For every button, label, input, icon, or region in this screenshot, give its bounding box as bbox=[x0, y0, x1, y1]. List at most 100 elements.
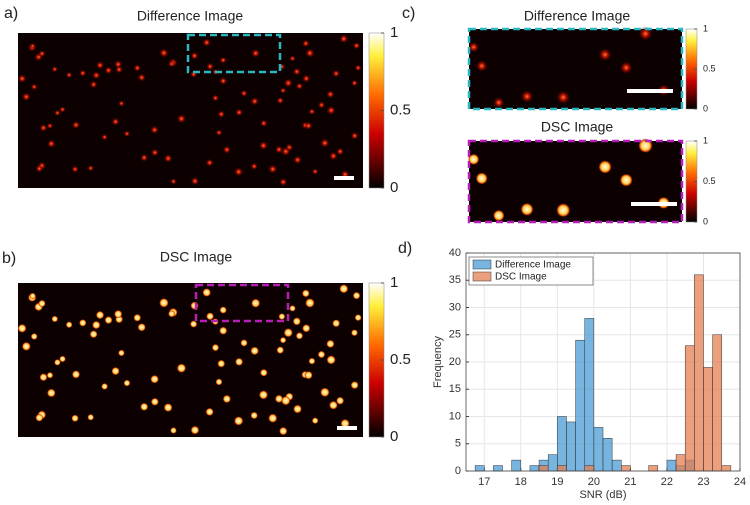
spot bbox=[317, 350, 326, 359]
spot bbox=[250, 411, 258, 420]
histogram-bar bbox=[584, 318, 595, 472]
spot bbox=[268, 413, 278, 423]
spot bbox=[205, 158, 214, 167]
spot bbox=[215, 129, 223, 137]
y-tick-label: 30 bbox=[449, 301, 461, 313]
spot bbox=[29, 42, 36, 50]
histogram-bar bbox=[602, 438, 613, 472]
spot bbox=[240, 89, 248, 97]
spot bbox=[71, 165, 79, 173]
spot bbox=[350, 131, 359, 140]
histogram-bar bbox=[611, 459, 622, 472]
panel-title: DSC Image bbox=[160, 249, 233, 265]
spot bbox=[59, 355, 66, 363]
spot bbox=[217, 110, 226, 119]
zoom-box bbox=[194, 283, 290, 323]
spot bbox=[556, 90, 571, 105]
spot bbox=[104, 316, 113, 325]
spot bbox=[274, 394, 284, 403]
spot bbox=[492, 96, 505, 109]
legend-label: Difference Image bbox=[495, 260, 571, 271]
spot bbox=[202, 38, 212, 47]
spot bbox=[190, 425, 200, 435]
image bbox=[18, 33, 363, 188]
x-tick-label: 22 bbox=[661, 476, 673, 488]
spot bbox=[340, 418, 350, 429]
image bbox=[469, 29, 682, 109]
spot bbox=[176, 363, 187, 373]
spot bbox=[159, 298, 169, 308]
panel-label: b) bbox=[2, 250, 16, 267]
y-tick-label: 5 bbox=[455, 438, 461, 450]
spot bbox=[259, 368, 268, 377]
spot bbox=[46, 139, 56, 149]
spot bbox=[251, 48, 261, 58]
spot bbox=[215, 378, 223, 386]
spot bbox=[95, 61, 105, 70]
y-tick-label: 10 bbox=[449, 410, 461, 422]
histogram-bar bbox=[584, 465, 595, 472]
spot bbox=[308, 357, 316, 365]
spot bbox=[21, 341, 31, 351]
spot bbox=[293, 155, 302, 165]
colorbar-tick-label: 1 bbox=[390, 24, 398, 41]
spot bbox=[279, 87, 287, 94]
spot bbox=[39, 123, 48, 132]
y-tick-label: 15 bbox=[449, 383, 461, 395]
spot bbox=[219, 56, 227, 64]
spot bbox=[222, 394, 231, 404]
spot bbox=[38, 299, 46, 308]
spot bbox=[258, 141, 269, 151]
spot bbox=[190, 176, 200, 186]
spot bbox=[295, 332, 304, 340]
legend-label: DSC Image bbox=[495, 272, 547, 283]
spot bbox=[101, 133, 108, 141]
spot bbox=[39, 373, 48, 382]
spot bbox=[279, 177, 288, 187]
spot bbox=[339, 284, 349, 294]
histogram-bar bbox=[621, 465, 631, 472]
spot bbox=[133, 64, 142, 72]
spot bbox=[190, 51, 199, 60]
spot bbox=[30, 83, 38, 91]
spot bbox=[339, 34, 349, 44]
spot bbox=[170, 427, 177, 434]
spot bbox=[598, 160, 612, 174]
spot bbox=[114, 60, 123, 69]
spot bbox=[206, 312, 215, 321]
spot bbox=[89, 330, 98, 339]
spot bbox=[352, 291, 361, 300]
spot bbox=[71, 370, 81, 379]
spot bbox=[137, 73, 146, 82]
spot bbox=[350, 381, 359, 390]
spot bbox=[292, 317, 301, 326]
spot bbox=[17, 323, 27, 333]
spot bbox=[21, 92, 31, 102]
spot bbox=[233, 167, 244, 177]
spot bbox=[140, 402, 149, 411]
spot bbox=[46, 388, 56, 398]
spot bbox=[354, 64, 362, 72]
colorbar-tick-label: 1 bbox=[390, 274, 398, 291]
colorbar-tick-label: 0.5 bbox=[703, 63, 716, 73]
colorbar-tick-label: 0.5 bbox=[703, 176, 716, 186]
histogram-bar bbox=[703, 367, 713, 472]
spot bbox=[326, 355, 336, 365]
histogram-bar bbox=[648, 465, 659, 472]
spot bbox=[317, 101, 326, 109]
spot bbox=[326, 105, 336, 115]
x-tick-label: 17 bbox=[478, 476, 490, 488]
spot bbox=[475, 172, 488, 185]
spot bbox=[305, 298, 315, 308]
spot bbox=[311, 417, 319, 424]
spot bbox=[279, 336, 287, 344]
spot bbox=[211, 94, 220, 102]
spot bbox=[114, 309, 123, 319]
spot bbox=[159, 48, 169, 58]
spot bbox=[281, 396, 291, 406]
spot bbox=[295, 82, 304, 90]
colorbar-tick-label: 0 bbox=[703, 103, 708, 113]
spot bbox=[219, 76, 228, 86]
spot bbox=[29, 292, 36, 300]
